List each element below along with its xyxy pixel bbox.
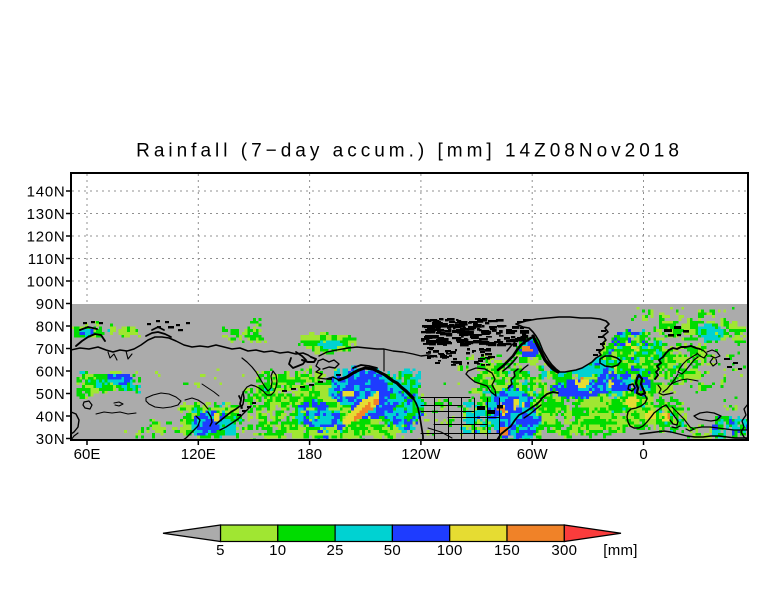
svg-text:80N: 80N — [36, 319, 66, 336]
svg-text:50: 50 — [384, 542, 401, 559]
svg-text:100: 100 — [437, 542, 463, 559]
svg-text:70N: 70N — [36, 341, 66, 358]
svg-text:90N: 90N — [36, 296, 66, 313]
svg-text:150: 150 — [494, 542, 520, 559]
svg-text:300: 300 — [551, 542, 577, 559]
svg-text:140N: 140N — [27, 184, 66, 201]
svg-text:0: 0 — [639, 446, 647, 463]
svg-text:180: 180 — [297, 446, 322, 463]
svg-text:130N: 130N — [27, 206, 66, 223]
svg-text:110N: 110N — [28, 251, 66, 268]
svg-text:120N: 120N — [27, 229, 66, 246]
svg-text:10: 10 — [269, 542, 286, 559]
svg-text:5: 5 — [216, 542, 225, 559]
svg-text:30N: 30N — [36, 431, 66, 448]
svg-text:100N: 100N — [27, 274, 66, 291]
svg-text:25: 25 — [326, 542, 343, 559]
svg-text:Rainfall (7−day accum.) [mm] 1: Rainfall (7−day accum.) [mm] 14Z08Nov201… — [136, 141, 683, 162]
svg-text:120E: 120E — [181, 446, 216, 463]
svg-text:60N: 60N — [36, 364, 66, 381]
svg-text:[mm]: [mm] — [603, 542, 638, 559]
svg-text:50N: 50N — [36, 386, 66, 403]
svg-text:120W: 120W — [401, 446, 441, 463]
svg-text:60W: 60W — [517, 446, 549, 463]
svg-text:40N: 40N — [36, 409, 66, 426]
svg-text:60E: 60E — [74, 446, 101, 463]
